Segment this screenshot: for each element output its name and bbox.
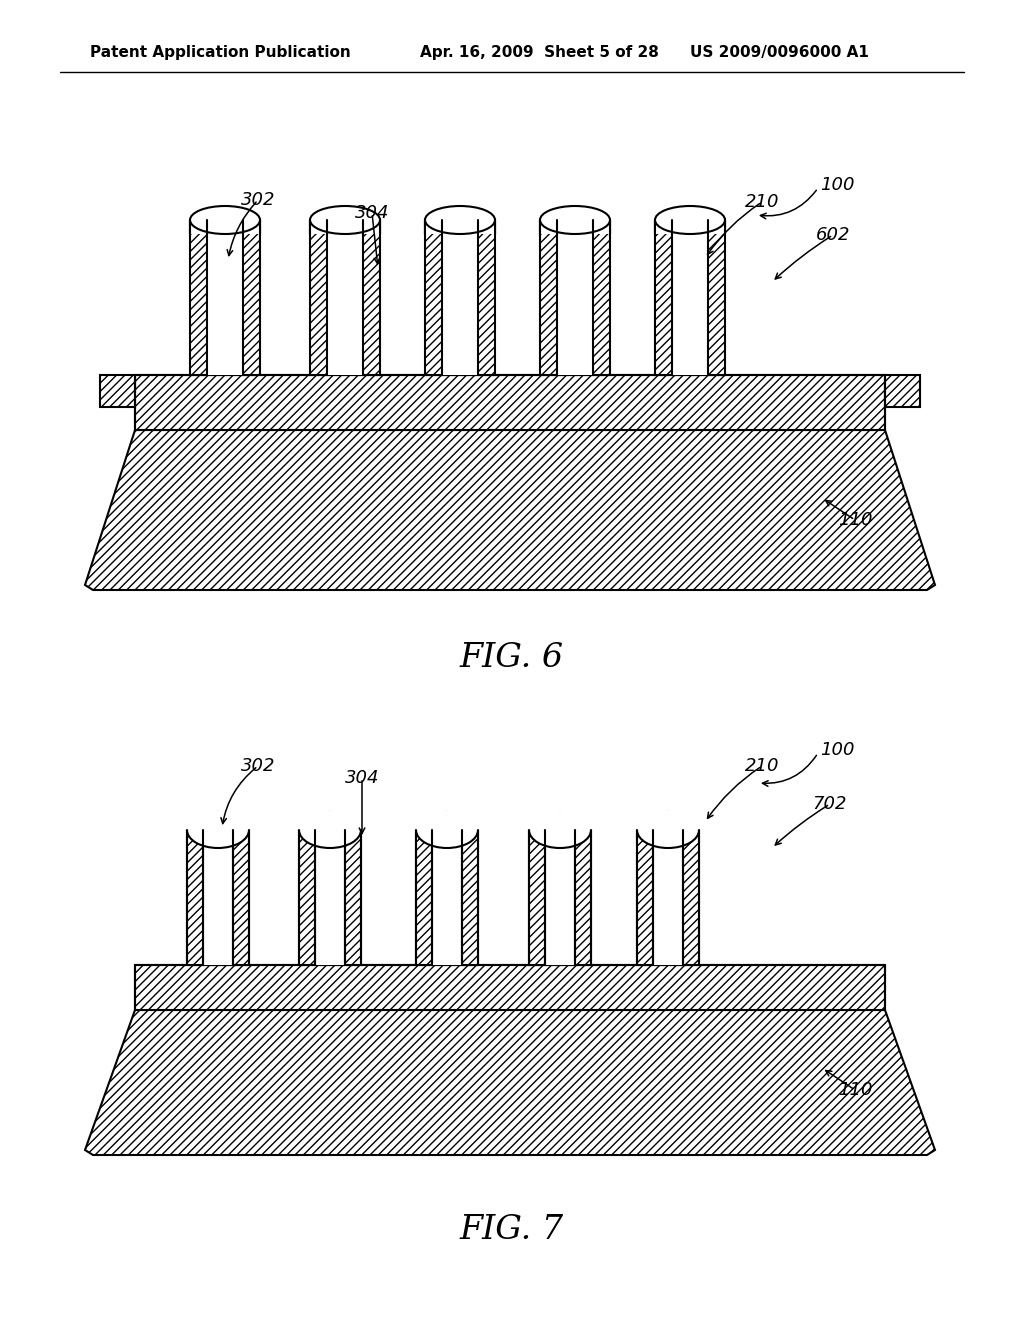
Bar <box>672 220 708 375</box>
Text: 602: 602 <box>816 226 850 244</box>
Ellipse shape <box>299 812 361 847</box>
Bar <box>135 375 885 430</box>
Bar <box>655 220 725 234</box>
Text: 210: 210 <box>744 193 779 211</box>
Ellipse shape <box>187 812 249 847</box>
Bar <box>310 220 380 375</box>
Bar <box>207 220 243 375</box>
Bar <box>540 220 610 375</box>
Ellipse shape <box>416 812 478 847</box>
Bar <box>432 830 462 965</box>
Bar <box>315 830 345 965</box>
Bar <box>442 220 478 375</box>
Bar <box>654 220 726 234</box>
Bar <box>310 220 380 234</box>
Ellipse shape <box>529 812 591 847</box>
Bar <box>414 810 480 830</box>
Text: 100: 100 <box>820 741 854 759</box>
Bar <box>190 220 260 375</box>
Bar <box>424 220 496 234</box>
Text: 210: 210 <box>744 756 779 775</box>
Bar <box>135 965 885 1010</box>
Bar <box>885 375 920 407</box>
Text: 702: 702 <box>813 795 847 813</box>
Polygon shape <box>85 1010 935 1155</box>
Bar <box>557 220 593 375</box>
Text: 304: 304 <box>354 205 389 222</box>
Text: 304: 304 <box>345 770 379 787</box>
Bar <box>425 220 495 375</box>
Bar <box>185 810 251 830</box>
Ellipse shape <box>655 206 725 234</box>
Bar <box>545 830 575 965</box>
Bar <box>100 375 135 407</box>
Bar <box>416 830 478 965</box>
Bar <box>425 220 495 234</box>
Bar <box>327 220 362 375</box>
Bar <box>187 830 249 965</box>
Bar <box>540 220 610 234</box>
Bar <box>529 830 591 965</box>
Ellipse shape <box>190 206 260 234</box>
Bar <box>189 220 261 234</box>
Ellipse shape <box>540 206 610 234</box>
Text: US 2009/0096000 A1: US 2009/0096000 A1 <box>690 45 869 59</box>
Bar <box>297 810 362 830</box>
Bar <box>637 830 699 965</box>
Bar <box>299 830 361 965</box>
Text: 110: 110 <box>838 511 872 529</box>
Text: 100: 100 <box>820 176 854 194</box>
Text: 110: 110 <box>838 1081 872 1100</box>
Text: Apr. 16, 2009  Sheet 5 of 28: Apr. 16, 2009 Sheet 5 of 28 <box>420 45 658 59</box>
Bar <box>309 220 381 234</box>
Polygon shape <box>85 430 935 590</box>
Bar <box>635 810 701 830</box>
Bar <box>190 220 260 234</box>
Text: FIG. 6: FIG. 6 <box>460 642 564 675</box>
Ellipse shape <box>425 206 495 234</box>
Text: FIG. 7: FIG. 7 <box>460 1214 564 1246</box>
Bar <box>527 810 593 830</box>
Text: Patent Application Publication: Patent Application Publication <box>90 45 351 59</box>
Text: 302: 302 <box>241 756 275 775</box>
Bar <box>539 220 611 234</box>
Bar <box>203 830 233 965</box>
Ellipse shape <box>637 812 699 847</box>
Text: 302: 302 <box>241 191 275 209</box>
Bar <box>653 830 683 965</box>
Bar <box>655 220 725 375</box>
Ellipse shape <box>310 206 380 234</box>
